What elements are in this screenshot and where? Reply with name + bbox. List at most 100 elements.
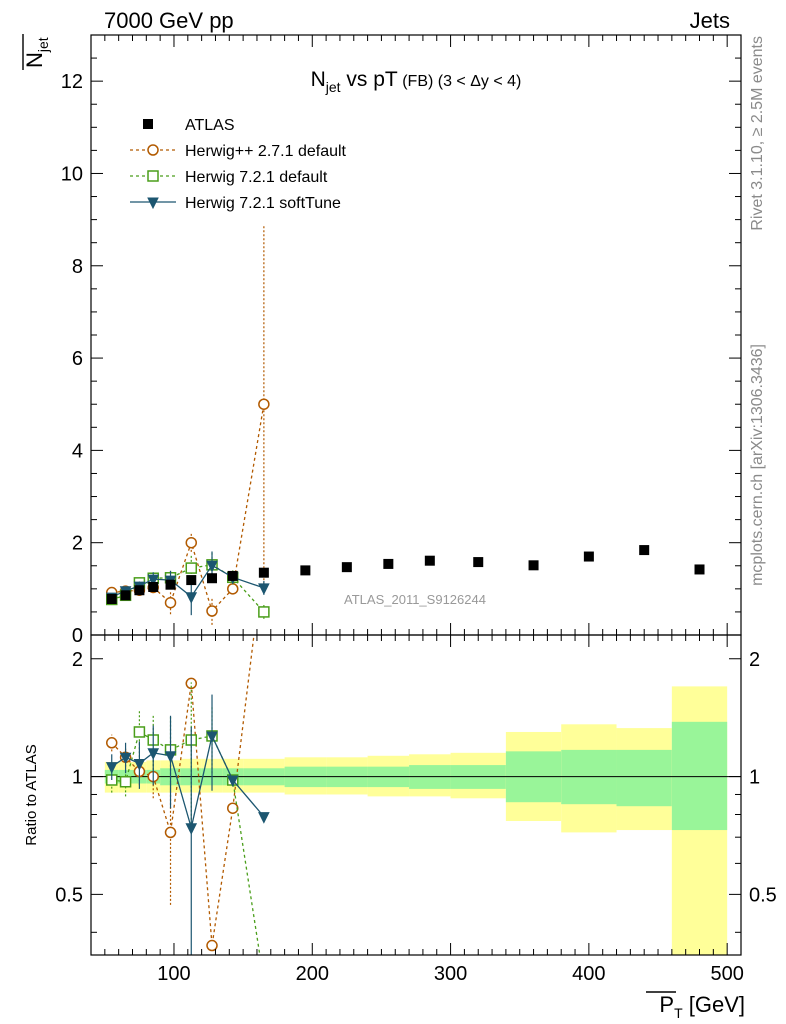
ratio-plot-panel: Ratio to ATLAS [23,634,742,986]
series-ratio-point [206,731,218,744]
series-point [164,596,177,609]
legend-label: Herwig 7.2.1 default [185,169,328,186]
series-ratio-point [226,775,239,788]
series-ratio-0 [105,635,255,952]
x-tick-label: 300 [434,963,467,985]
data-point [258,567,269,578]
legend-data-label: ATLAS [185,117,235,134]
series-point [147,574,160,587]
legend-marker [147,144,159,156]
y-tick-label: 10 [61,163,83,185]
x-tick-label: 500 [710,963,743,985]
header-energy-label: 7000 GeV pp [104,8,234,33]
legend-marker [147,197,159,210]
data-point [106,594,117,604]
y-axis-label-sub: jet [35,37,51,53]
ratio-band-inner [671,721,728,831]
plot-title-rest: vs pT [341,68,398,91]
ratio-y-tick-label-right: 2 [749,649,760,671]
data-point [148,582,159,592]
series-ratio-point [164,751,177,763]
ratio-y-tick-label: 1 [72,767,83,789]
mcplots-reference-label: mcplots.cern.ch [arXiv:1306.3436] [749,344,766,586]
plot-title-main: N [311,68,326,91]
x-axis-label: PT [GeV] [646,991,745,1021]
legend-label: Herwig++ 2.7.1 default [185,143,347,160]
data-point [424,555,435,566]
data-point [341,562,352,573]
data-point [165,579,176,590]
y-axis-label: Njet [22,34,51,70]
series-ratio-1 [105,682,269,986]
legend-label: Herwig 7.2.1 softTune [185,195,341,212]
y-axis-label-main: N [22,52,47,68]
ratio-y-tick-label-right: 0.5 [749,884,777,906]
rivet-version-label: Rivet 3.1.10, ≥ 2.5M events [749,36,766,231]
y-tick-label: 12 [61,71,83,93]
y-tick-label: 6 [72,348,83,370]
ratio-y-axis-label: Ratio to ATLAS [23,744,40,845]
data-point [694,564,705,575]
data-point [383,558,394,569]
data-point [186,575,197,586]
data-point [134,585,145,596]
analysis-watermark: ATLAS_2011_S9126244 [344,592,486,607]
header-process-label: Jets [690,8,730,33]
ratio-uncertainty-bands [104,686,728,955]
x-tick-label: 200 [296,963,329,985]
data-point [300,565,311,576]
y-axis-label-text: Njet [22,37,51,68]
y-tick-label: 0 [72,625,83,647]
ratio-plot-layer [91,635,741,986]
series-ratio-point [258,812,270,824]
series-point [258,583,270,596]
series-ratio-point [133,726,146,738]
series-ratio-point [105,762,118,774]
ratio-plot-frame [90,634,742,956]
data-points [106,545,705,604]
data-point [227,570,238,581]
main-plot-layer [105,224,705,625]
data-point [207,573,218,584]
y-tick-label: 4 [72,440,83,462]
y-tick-label: 2 [72,533,83,555]
ratio-y-tick-label: 2 [72,649,83,671]
main-plot-panel: Njet vs pT (FB) (3 < Δy < 4) ATLAS_2011_… [22,34,742,636]
series-point [227,583,239,595]
plot-title-sub: jet [325,79,341,95]
series-ratio-point [119,775,132,788]
series-ratio-point [133,758,146,771]
data-point [528,560,539,571]
series-ratio-line [111,635,255,946]
series-ratio-point [164,826,177,839]
series-ratio-point [206,939,218,952]
plot-title-selection: (FB) (3 < Δy < 4) [398,73,522,90]
series-ratio-point [227,802,239,814]
series-point [185,536,198,549]
series-point [206,560,218,573]
series-ratio-point [147,748,160,760]
series-ratio-line [111,730,261,955]
series-point [258,606,270,618]
data-point [639,545,650,556]
x-axis-label-unit: [GeV] [683,992,745,1017]
series-point [206,605,218,617]
series-point [185,592,198,604]
x-axis-label-text: PT [GeV] [659,992,745,1021]
legend-data-marker [143,119,153,129]
x-axis-label-main: P [659,992,674,1017]
data-point [583,551,594,562]
series-ratio-point [185,823,198,835]
plot-title: Njet vs pT (FB) (3 < Δy < 4) [311,68,522,95]
ratio-y-tick-label-right: 1 [749,767,760,789]
legend: ATLAS Herwig++ 2.7.1 default Herwig 7.2.1 … [130,117,347,212]
y-tick-label: 8 [72,256,83,278]
x-axis-label-sub: T [674,1005,683,1021]
legend-marker [147,170,159,182]
series-ratio-point [259,976,269,986]
x-tick-label: 100 [157,963,190,985]
series-ratio-2 [105,694,270,955]
data-point [473,557,484,568]
ratio-band-inner [616,749,672,807]
series-ratio-point [119,752,132,765]
